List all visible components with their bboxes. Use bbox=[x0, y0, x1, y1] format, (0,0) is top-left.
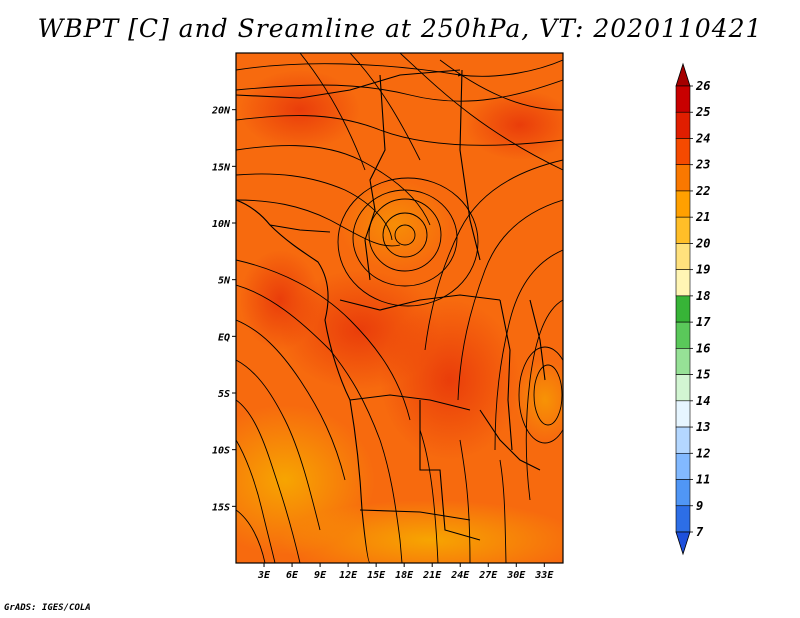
lat-tick-label: 5S bbox=[218, 389, 230, 400]
lon-tick-label: 6E bbox=[286, 570, 299, 581]
colorbar-level-label: 7 bbox=[696, 525, 704, 539]
colorbar-level-label: 19 bbox=[696, 263, 710, 277]
lon-tick-label: 27E bbox=[478, 570, 498, 581]
colorbar-level-label: 18 bbox=[696, 289, 710, 303]
country-borders bbox=[236, 69, 546, 563]
colorbar-swatch bbox=[675, 216, 691, 244]
colorbar-top-arrow bbox=[675, 62, 691, 87]
lon-tick-label: 12E bbox=[339, 570, 358, 581]
colorbar-level-label: 20 bbox=[695, 236, 710, 250]
colorbar-swatch bbox=[675, 374, 691, 402]
warm-region bbox=[380, 300, 520, 460]
lon-tick-label: 15E bbox=[367, 570, 386, 581]
lat-tick-label: 10N bbox=[212, 219, 231, 230]
lon-tick-label: 33E bbox=[534, 570, 554, 581]
colorbar-level-label: 26 bbox=[695, 79, 710, 93]
colorbar-swatch bbox=[675, 164, 691, 192]
longitude-axis: 3E 6E 9E 12E 15E 18E 21E 24E 27E 30E 33E bbox=[257, 563, 554, 581]
colorbar-level-label: 12 bbox=[696, 446, 710, 460]
colorbar-level-label: 13 bbox=[696, 420, 710, 434]
cool-region bbox=[280, 500, 563, 563]
colorbar-legend: 26 25 24 23 22 21 20 19 18 17 16 15 14 13 12 11 9 7 bbox=[675, 62, 711, 556]
grads-credit: GrADS: IGES/COLA bbox=[4, 603, 91, 613]
lon-tick-label: 3E bbox=[257, 570, 271, 581]
warm-region bbox=[240, 250, 320, 350]
colorbar-swatch bbox=[675, 138, 691, 166]
colorbar-level-label: 22 bbox=[695, 184, 710, 198]
lon-tick-label: 30E bbox=[506, 570, 526, 581]
lat-tick-label: 15N bbox=[212, 162, 231, 173]
lat-tick-label: 20N bbox=[211, 106, 231, 117]
lat-tick-label: 10S bbox=[212, 446, 230, 457]
colorbar-level-label: 21 bbox=[695, 210, 710, 224]
colorbar-level-label: 14 bbox=[696, 394, 710, 408]
latitude-axis: 20N 15N 10N 5N EQ 5S 10S 15S bbox=[211, 106, 236, 513]
colorbar-level-label: 15 bbox=[696, 368, 710, 382]
lon-tick-label: 9E bbox=[314, 570, 327, 581]
colorbar-swatch bbox=[675, 400, 691, 428]
colorbar-swatch bbox=[675, 321, 691, 349]
lat-tick-label: EQ bbox=[218, 332, 230, 343]
colorbar-swatch bbox=[675, 190, 691, 218]
lon-tick-label: 24E bbox=[450, 570, 470, 581]
colorbar-swatch bbox=[675, 348, 691, 375]
colorbar-swatch bbox=[675, 269, 691, 297]
colorbar-level-label: 25 bbox=[695, 105, 710, 119]
colorbar-swatch bbox=[675, 243, 691, 270]
lat-tick-label: 15S bbox=[212, 502, 230, 513]
colorbar-level-label: 17 bbox=[696, 315, 711, 329]
map-plot-area bbox=[236, 53, 563, 563]
colorbar-swatch bbox=[675, 85, 691, 113]
cool-region bbox=[340, 180, 450, 270]
streamlines bbox=[236, 53, 563, 563]
lat-tick-label: 5N bbox=[218, 276, 231, 287]
colorbar-bottom-arrow bbox=[675, 531, 691, 556]
colorbar-level-label: 24 bbox=[695, 131, 710, 145]
colorbar-swatch bbox=[675, 111, 691, 139]
colorbar-level-label: 16 bbox=[696, 341, 710, 355]
lon-tick-label: 21E bbox=[422, 570, 442, 581]
warm-region bbox=[240, 70, 360, 150]
colorbar-swatch bbox=[675, 505, 691, 533]
lon-tick-label: 18E bbox=[395, 570, 414, 581]
colorbar-level-label: 9 bbox=[696, 499, 703, 513]
cool-region bbox=[515, 360, 563, 440]
colorbar-level-label: 23 bbox=[695, 158, 710, 172]
map-frame bbox=[235, 52, 564, 564]
colorbar-level-label: 11 bbox=[696, 473, 710, 487]
colorbar-swatch bbox=[675, 479, 691, 507]
colorbar-swatch bbox=[675, 295, 691, 323]
chart-title: WBPT [C] and Sreamline at 250hPa, VT: 20… bbox=[37, 14, 763, 43]
colorbar-swatch bbox=[675, 426, 691, 454]
colorbar-swatch bbox=[675, 452, 691, 480]
